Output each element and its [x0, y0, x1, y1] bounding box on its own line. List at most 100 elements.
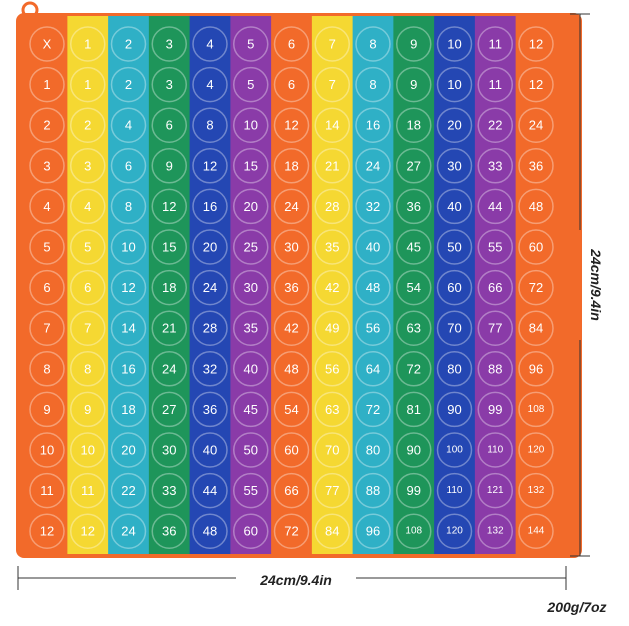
pop-bubble [314, 513, 350, 549]
cell-text: 45 [244, 402, 258, 417]
pop-bubble [151, 26, 187, 62]
pop-bubble [233, 188, 269, 225]
cell-text: 88 [366, 483, 380, 498]
cell-text: 49 [325, 321, 339, 336]
pop-bubble [273, 513, 310, 549]
pop-bubble [192, 188, 228, 225]
pop-bubble [151, 269, 187, 306]
pop-bubble [29, 26, 65, 62]
cell-text: 24 [121, 524, 135, 539]
pop-bubble [314, 432, 350, 468]
height-label: 24cm/9.4in [588, 248, 604, 321]
pop-bubble [70, 269, 106, 306]
cell-text: 50 [244, 443, 258, 458]
cell-text: 22 [121, 483, 135, 498]
pop-bubble [477, 148, 513, 184]
width-label: 24cm/9.4in [259, 572, 332, 588]
pop-bubble [70, 472, 106, 509]
cell-text: 110 [487, 445, 503, 456]
cell-text: 72 [529, 280, 543, 295]
cell-text: 5 [43, 240, 50, 255]
pop-bubble [518, 391, 554, 428]
pop-bubble [396, 148, 432, 184]
pop-bubble [314, 66, 350, 103]
cell-text: 12 [121, 280, 135, 295]
pop-bubble [355, 351, 391, 387]
pop-bubble [355, 472, 391, 509]
pop-bubble [436, 472, 473, 509]
pop-bubble [151, 66, 187, 103]
pop-bubble [110, 26, 147, 62]
cell-text: 80 [447, 361, 461, 376]
grid: X 1 2 3 4 5 6 7 8 9 10 11 121 1 2 3 4 5 6 7 8 9 10 11 122 2 4 6 8 10 1… [26, 16, 557, 554]
pop-bubble [110, 66, 147, 103]
pop-bubble [518, 513, 554, 549]
pop-bubble [436, 269, 473, 306]
cell-text: 40 [447, 199, 461, 214]
pop-bubble [396, 229, 432, 265]
pop-bubble [477, 188, 513, 225]
cell-text: 8 [84, 361, 91, 376]
pop-bubble [273, 66, 310, 103]
pop-bubble [110, 432, 147, 468]
cell-text: 55 [244, 483, 258, 498]
pop-bubble [436, 351, 473, 387]
pop-bubble [70, 66, 106, 103]
cell-text: 1 [84, 77, 91, 92]
pop-bubble [477, 66, 513, 103]
cell-text: X [43, 37, 52, 52]
pop-bubble [29, 66, 65, 103]
pop-bubble [477, 269, 513, 306]
pop-bubble [29, 391, 65, 428]
pop-bubble [314, 107, 350, 143]
pop-bubble [70, 107, 106, 143]
cell-text: 35 [325, 240, 339, 255]
cell-text: 66 [488, 280, 502, 295]
cell-text: 4 [84, 199, 91, 214]
cell-text: 44 [203, 483, 217, 498]
cell-text: 24 [529, 118, 543, 133]
cell-text: 6 [288, 77, 295, 92]
cell-text: 36 [284, 280, 298, 295]
cell-text: 108 [528, 404, 545, 415]
cell-text: 132 [487, 526, 504, 537]
cell-text: 63 [407, 321, 421, 336]
pop-bubble [355, 513, 391, 549]
cell-text: 12 [529, 37, 543, 52]
cell-text: 15 [244, 158, 258, 173]
pop-bubble [192, 107, 228, 143]
cell-text: 11 [40, 483, 54, 498]
cell-text: 30 [284, 240, 298, 255]
cell-text: 48 [366, 280, 380, 295]
cell-text: 8 [125, 199, 132, 214]
cell-text: 90 [447, 402, 461, 417]
pop-bubble [70, 513, 106, 549]
cell-text: 132 [528, 485, 545, 496]
pop-bubble [273, 188, 310, 225]
pop-bubble [396, 472, 432, 509]
pop-bubble [396, 432, 432, 468]
cell-text: 40 [203, 443, 217, 458]
cell-text: 96 [529, 361, 543, 376]
pop-bubble [273, 26, 310, 62]
cell-text: 48 [529, 199, 543, 214]
pop-bubble [314, 310, 350, 346]
pop-bubble [436, 229, 473, 265]
cell-text: 1 [43, 77, 50, 92]
pop-bubble [70, 391, 106, 428]
pop-bubble [273, 229, 310, 265]
pop-bubble [151, 513, 187, 549]
cell-text: 60 [284, 443, 298, 458]
cell-text: 60 [447, 280, 461, 295]
cell-text: 18 [162, 280, 176, 295]
pop-bubble [273, 148, 310, 184]
cell-text: 12 [40, 524, 54, 539]
cell-text: 4 [206, 37, 213, 52]
pop-bubble [110, 513, 147, 549]
pop-bubble [110, 107, 147, 143]
pop-bubble [233, 269, 269, 306]
pop-bubble [314, 229, 350, 265]
pop-bubble [518, 351, 554, 387]
pop-bubble [273, 107, 310, 143]
cell-text: 42 [284, 321, 298, 336]
